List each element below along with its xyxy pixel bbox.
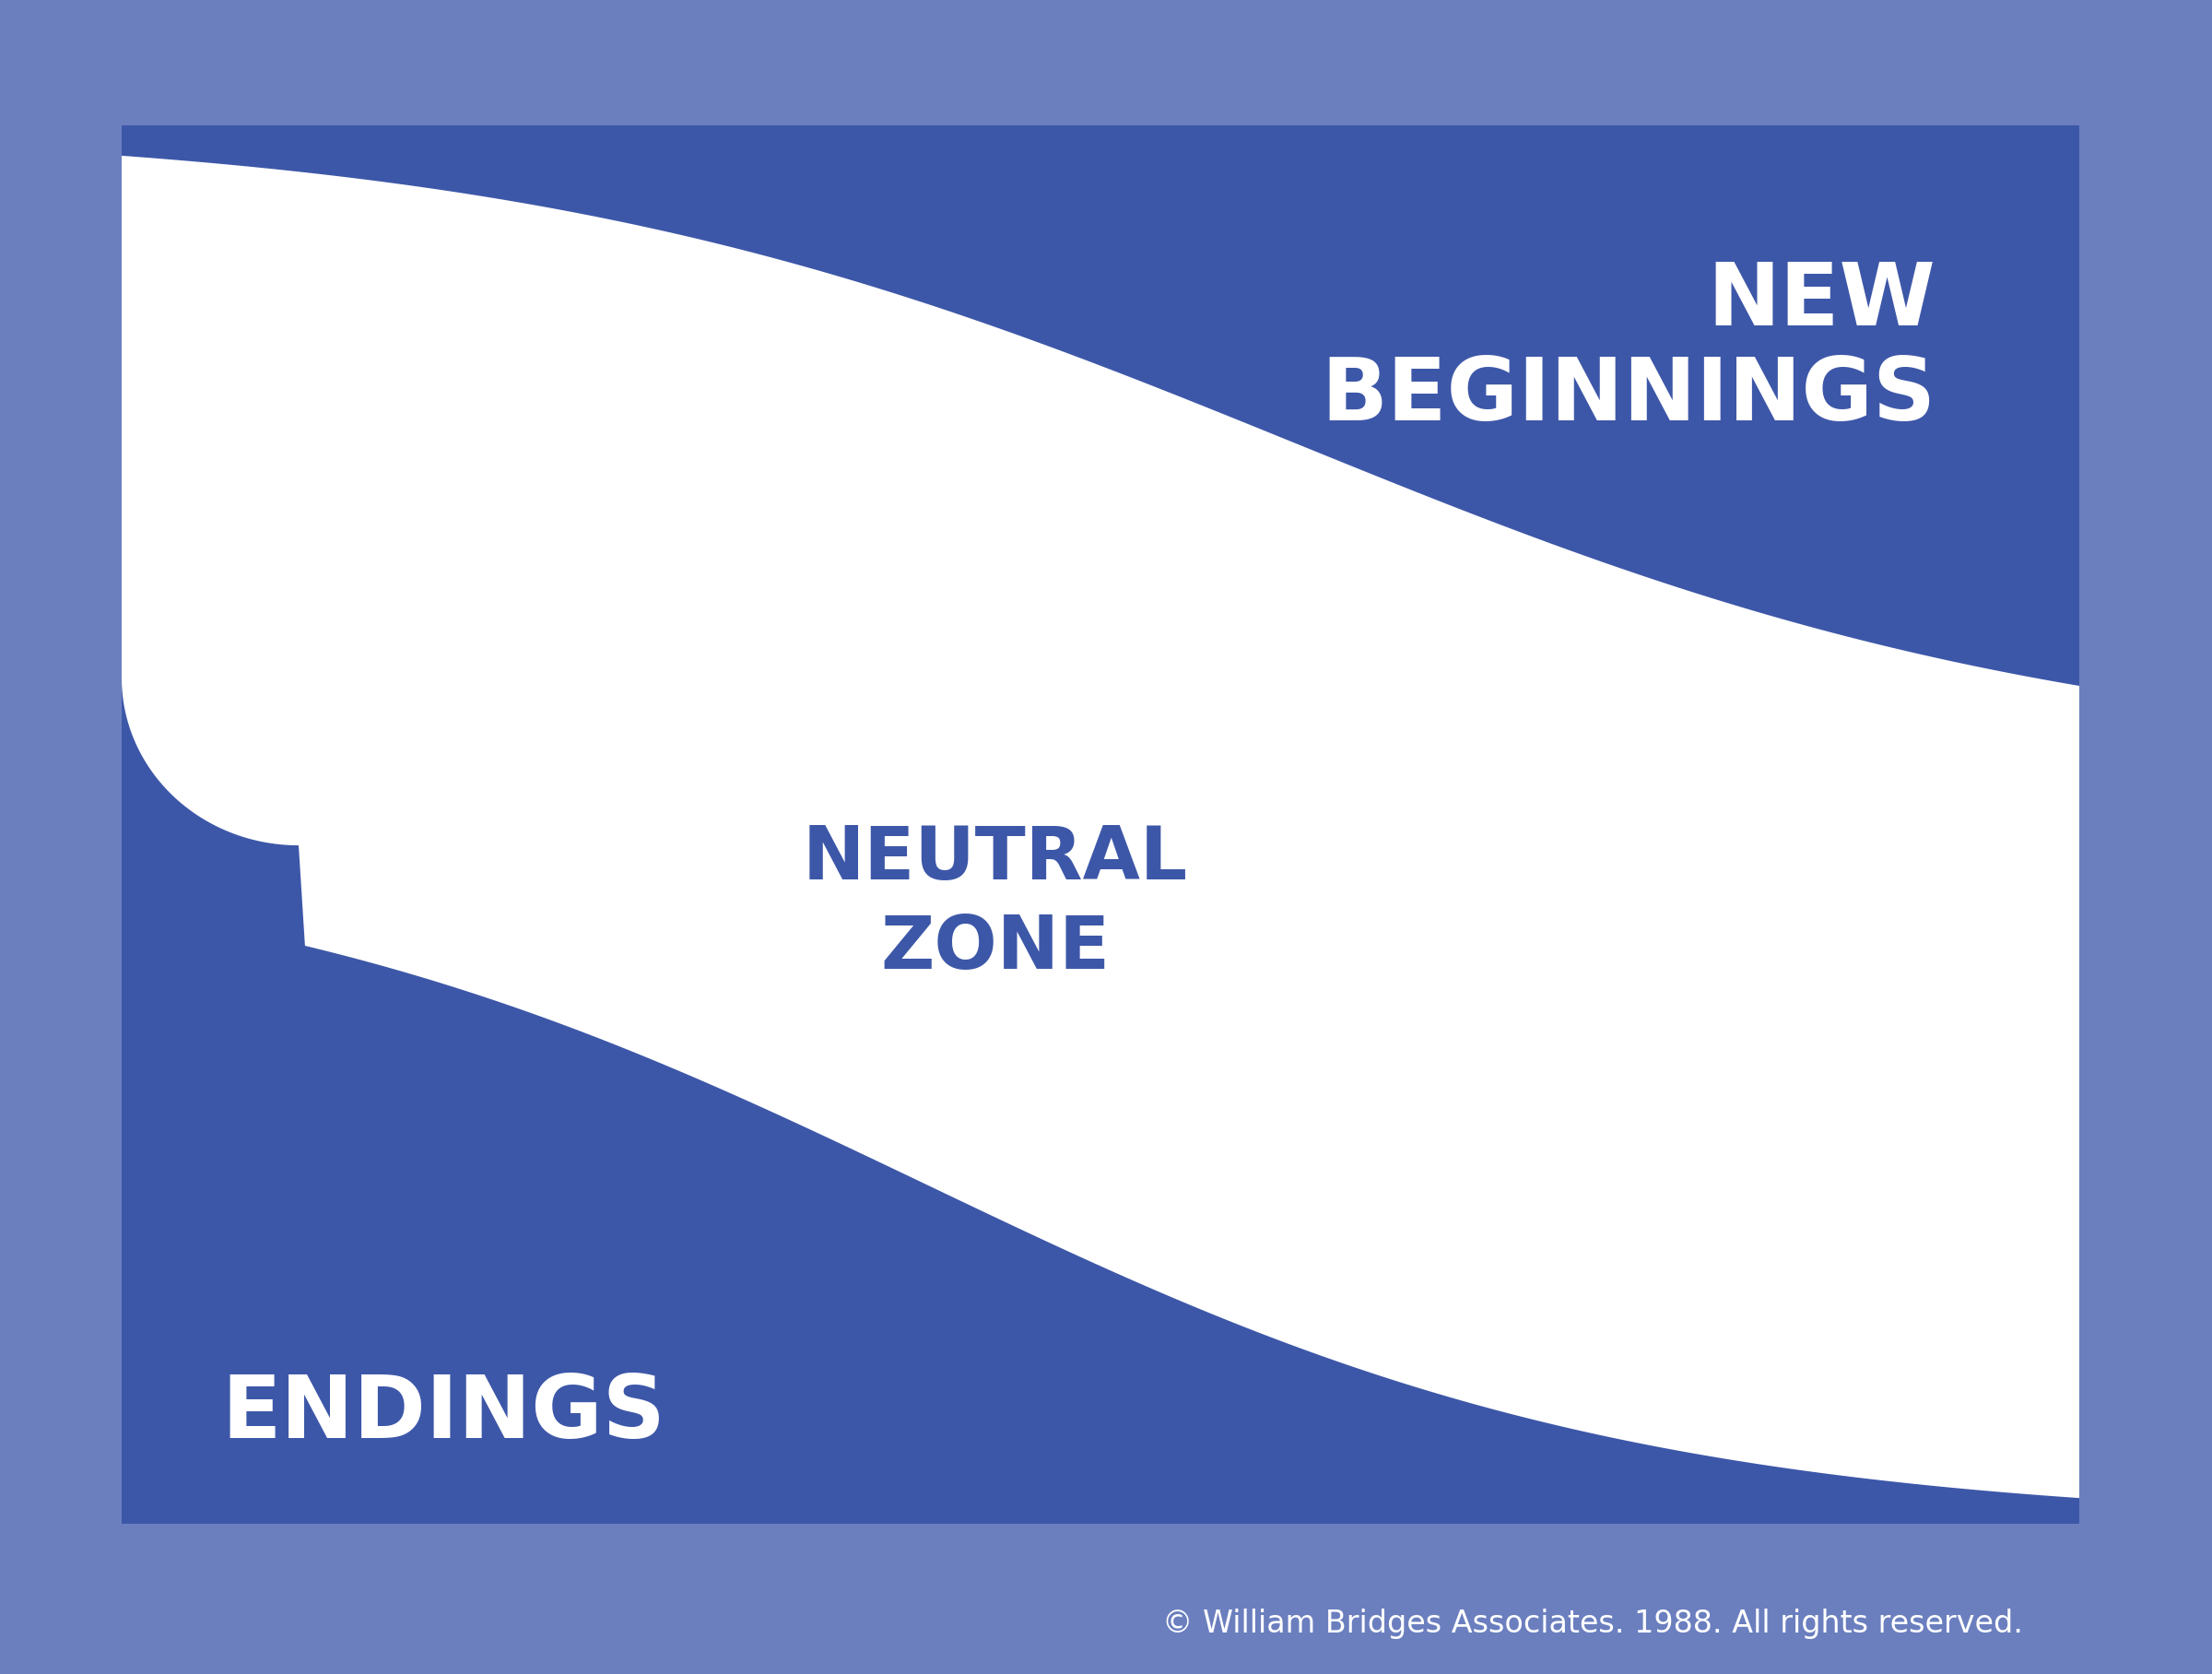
Text: ENDINGS: ENDINGS	[221, 1371, 666, 1456]
Polygon shape	[122, 126, 2079, 1523]
Text: NEW
BEGINNINGS: NEW BEGINNINGS	[1321, 259, 1936, 439]
Text: NEUTRAL
ZONE: NEUTRAL ZONE	[803, 824, 1188, 984]
Bar	[122, 126, 2079, 1523]
Text: © William Bridges Associates. 1988. All rights reserved.: © William Bridges Associates. 1988. All …	[1161, 1609, 2024, 1639]
